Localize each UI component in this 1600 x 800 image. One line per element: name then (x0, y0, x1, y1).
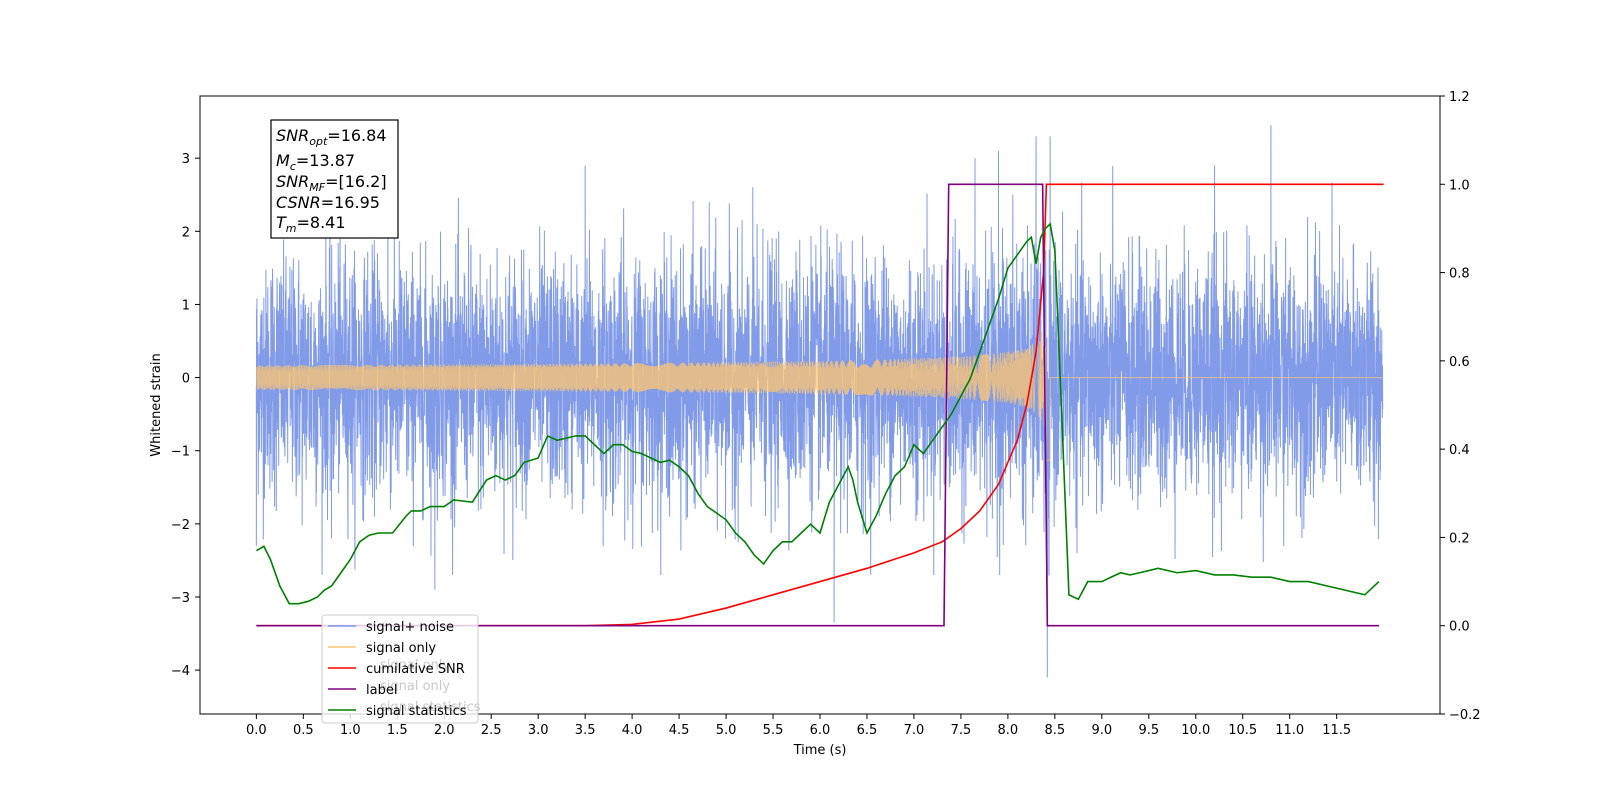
x-tick-label: 4.5 (669, 723, 690, 738)
series-group (255, 125, 1384, 678)
x-tick-label: 6.5 (857, 723, 878, 738)
x-tick-label: 10.5 (1228, 723, 1257, 738)
x-tick-label: 11.5 (1322, 723, 1351, 738)
x-axis: 0.0 0.5 1.0 1.5 2.0 2.5 3.0 3.5 4.0 4.5 5.0 5.5 6.0 6… (246, 714, 1351, 738)
x-tick-label: 1.0 (340, 723, 361, 738)
x-tick-label: 7.5 (951, 723, 972, 738)
legend-ghost-1: signal only (380, 658, 450, 673)
legend: signal only signal only signal statistic… (321, 614, 481, 724)
y-right-tick-label: 1.0 (1449, 178, 1470, 193)
x-tick-label: 0.5 (293, 723, 314, 738)
series-signal-statistics (255, 222, 1380, 605)
x-tick-label: 8.0 (998, 723, 1019, 738)
y-right-tick-label: 1.2 (1449, 90, 1470, 105)
x-tick-label: 4.0 (622, 723, 643, 738)
x-tick-label: 5.0 (716, 723, 737, 738)
y-right-tick-label: 0.8 (1449, 267, 1470, 282)
y-left-tick-label: −1 (171, 445, 190, 460)
series-cumulative-snr (256, 183, 1384, 627)
legend-ghost-2: signal only (380, 679, 450, 694)
y-left-tick-label: −3 (171, 591, 190, 606)
y-right-tick-label: 0.6 (1449, 355, 1470, 370)
x-tick-label: 9.0 (1091, 723, 1112, 738)
y-left-tick-label: 2 (182, 225, 190, 240)
series-label (256, 183, 1379, 627)
y-axis-right: 1.2 1.0 0.8 0.6 0.4 0.2 0.0 −0.2 (1440, 90, 1481, 723)
x-tick-label: 7.0 (904, 723, 925, 738)
legend-ghost-3: signal statistics (380, 700, 481, 715)
y-left-tick-label: 1 (182, 298, 190, 313)
x-tick-label: 0.0 (246, 723, 267, 738)
stats-box: SNRopt=16.84 Mc=13.87 SNRMF=[16.2] CSNR=… (270, 119, 399, 239)
x-tick-label: 8.5 (1045, 723, 1066, 738)
y-right-tick-label: 0.2 (1449, 531, 1470, 546)
series-signal-only (256, 327, 1383, 461)
x-tick-label: 5.5 (763, 723, 784, 738)
x-tick-label: 1.5 (387, 723, 408, 738)
x-axis-label: Time (s) (793, 743, 847, 758)
legend-label-cumulative-snr: cumilative SNR (366, 662, 465, 677)
y-right-tick-label: 0.0 (1449, 620, 1470, 635)
plot-area (255, 125, 1384, 678)
x-tick-label: 11.0 (1275, 723, 1304, 738)
legend-label-signal-statistics: signal statistics (366, 704, 467, 719)
stats-snr-opt: SNRopt=16.84 (276, 126, 387, 148)
legend-label-signal-noise: signal+ noise (366, 620, 454, 635)
stats-snr-mf: SNRMF=[16.2] (276, 172, 387, 194)
legend-label-signal-only: signal only (366, 641, 436, 656)
legend-frame (321, 614, 479, 724)
stats-tm: Tm=8.41 (276, 213, 346, 235)
x-tick-label: 3.5 (575, 723, 596, 738)
series-signal-noise (255, 125, 1384, 678)
x-tick-label: 2.0 (434, 723, 455, 738)
y-right-tick-label: 0.4 (1449, 443, 1470, 458)
y-axis-left: 3 2 1 0 −1 −2 −3 −4 (171, 152, 200, 679)
stats-mc: Mc=13.87 (276, 151, 355, 173)
x-tick-label: 9.5 (1138, 723, 1159, 738)
stats-csnr: CSNR=16.95 (276, 193, 380, 212)
y-right-tick-label: −0.2 (1449, 708, 1481, 723)
y-left-tick-label: −2 (171, 518, 190, 533)
y-left-tick-label: 0 (182, 372, 190, 387)
y-left-tick-label: −4 (171, 664, 190, 679)
x-tick-label: 6.0 (810, 723, 831, 738)
x-tick-label: 3.0 (528, 723, 549, 738)
stats-box-frame (270, 119, 399, 239)
y-left-tick-label: 3 (182, 152, 190, 167)
x-tick-label: 10.0 (1181, 723, 1210, 738)
legend-label-label: label (366, 683, 397, 698)
x-tick-label: 2.5 (481, 723, 502, 738)
y-axis-left-label: Whitened strain (149, 353, 164, 456)
